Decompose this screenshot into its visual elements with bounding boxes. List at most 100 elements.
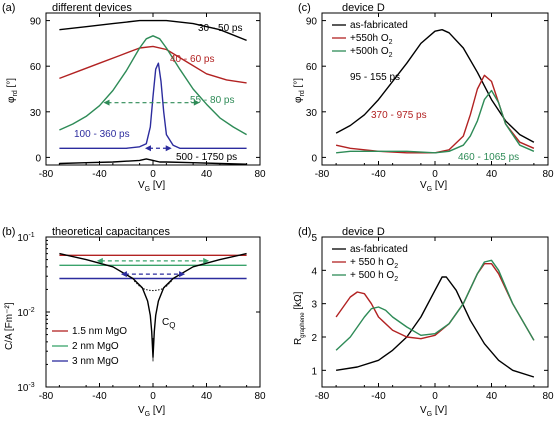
panel-a-title: different devices xyxy=(52,2,132,14)
series-line-a-3 xyxy=(59,35,247,136)
y-tick-label-c: 60 xyxy=(306,62,318,73)
y-tick-label-d: 3 xyxy=(311,300,317,311)
series-label-c3: 460 - 1065 ps xyxy=(458,152,519,163)
y-tick-label-b: 10-1 xyxy=(17,232,34,244)
series-label-a2: 40 - 60 ps xyxy=(170,54,214,65)
x-tick-label-a: 0 xyxy=(150,169,156,180)
y-tick-label-d: 1 xyxy=(311,366,317,377)
x-tick-label-a: -80 xyxy=(39,169,54,180)
series-line-d-1 xyxy=(335,276,535,378)
series-line-b-5 xyxy=(133,280,173,292)
panel-a-letter: (a) xyxy=(2,2,15,14)
series-line-a-5 xyxy=(59,158,247,165)
series-label-a4: 100 - 360 ps xyxy=(74,129,130,140)
panel-b-xlabel: VG [V] xyxy=(138,405,165,418)
arrow-head-left-a xyxy=(103,99,110,106)
panel-a: (a) different devices -80 -40 0 40 80 0 30 60 90… xyxy=(2,2,266,193)
x-tick-label-c: 40 xyxy=(486,169,498,180)
x-tick-label-d: 80 xyxy=(542,391,554,402)
x-tick-label-a: 80 xyxy=(254,169,266,180)
arrow-head-left-b xyxy=(96,257,103,264)
legend-label-b3: 3 nm MgO xyxy=(72,356,119,367)
arrow-head-left-a xyxy=(144,145,151,152)
legend-label-b1: 1.5 nm MgO xyxy=(72,326,127,337)
y-tick-label-d: 5 xyxy=(311,233,317,244)
series-label-c1: 95 - 155 ps xyxy=(350,72,400,83)
y-tick-label-d: 2 xyxy=(311,333,317,344)
series-label-a5: 500 - 1750 ps xyxy=(176,152,237,163)
x-tick-label-b: -40 xyxy=(92,391,107,402)
y-tick-label-c: 30 xyxy=(306,108,318,119)
series-line-d-2 xyxy=(335,263,535,341)
legend-label-d1: as-fabricated xyxy=(350,244,408,255)
panel-c-ylabel: φrd [°] xyxy=(293,78,306,103)
x-tick-label-a: -40 xyxy=(92,169,107,180)
panel-d-xlabel: VG [V] xyxy=(420,405,447,418)
y-tick-label-a: 30 xyxy=(30,108,42,119)
series-label-c2: 370 - 975 ps xyxy=(371,110,427,121)
x-tick-label-c: 80 xyxy=(542,169,554,180)
x-tick-label-c: -80 xyxy=(315,169,330,180)
cq-label: CQ xyxy=(162,317,175,330)
legend-label-c1: as-fabricated xyxy=(350,20,408,31)
series-line-d-3 xyxy=(335,259,535,351)
x-tick-label-c: 0 xyxy=(432,169,438,180)
arrow-head-right-b xyxy=(203,257,210,264)
y-tick-label-a: 90 xyxy=(30,17,42,28)
panel-b-ylabel: C/A [Fm⁻²] xyxy=(4,302,15,350)
panel-b-legend: 1.5 nm MgO 2 nm MgO 3 nm MgO xyxy=(52,326,127,367)
panel-d-legend: as-fabricated + 550 h O2 + 500 h O2 xyxy=(332,244,408,283)
panel-d: (d) device D -80 -40 0 40 80 1 2 3 4 5 as-fabrica… xyxy=(293,226,554,418)
series-line-a-2 xyxy=(59,45,247,84)
y-tick-label-b: 10-3 xyxy=(17,382,34,394)
series-label-a1: 30 - 50 ps xyxy=(198,23,242,34)
y-tick-label-d: 4 xyxy=(311,266,317,277)
panel-a-ylabel: φrd [°] xyxy=(6,78,19,103)
x-tick-label-a: 40 xyxy=(201,169,213,180)
arrow-head-left-b xyxy=(120,271,127,278)
x-tick-label-b: -80 xyxy=(39,391,54,402)
panel-c: (c) device D -80 -40 0 40 80 0 30 60 90 as-fabri… xyxy=(293,2,554,193)
legend-label-d3: + 500 h O2 xyxy=(350,270,398,283)
panel-d-plot: -80 -40 0 40 80 1 2 3 4 5 xyxy=(311,233,554,402)
panel-d-letter: (d) xyxy=(298,226,311,238)
series-line-a-4 xyxy=(59,62,247,150)
y-tick-label-c: 0 xyxy=(311,153,317,164)
x-tick-label-c: -40 xyxy=(371,169,386,180)
x-tick-label-b: 80 xyxy=(254,391,266,402)
arrow-head-right-b xyxy=(179,271,186,278)
x-tick-label-d: -80 xyxy=(315,391,330,402)
panel-b-plot: -80 -40 0 40 80 10-3 10-2 10-1 xyxy=(17,232,266,402)
panel-a-xlabel: VG [V] xyxy=(138,180,165,193)
panel-b: (b) theoretical capacitances -80 -40 0 40 80… xyxy=(2,226,266,418)
panel-c-letter: (c) xyxy=(298,2,311,14)
x-tick-label-d: -40 xyxy=(371,391,386,402)
series-line-a-1 xyxy=(59,19,247,42)
panel-c-title: device D xyxy=(342,2,385,14)
panel-d-title: device D xyxy=(342,226,385,238)
arrow-head-right-a xyxy=(165,145,172,152)
series-label-a3: 55 - 80 ps xyxy=(190,95,234,106)
x-tick-label-b: 0 xyxy=(150,391,156,402)
legend-label-b2: 2 nm MgO xyxy=(72,341,119,352)
legend-label-c2: +550h O2 xyxy=(350,33,393,46)
panel-b-title: theoretical capacitances xyxy=(52,226,171,238)
y-tick-label-a: 60 xyxy=(30,62,42,73)
y-tick-label-a: 0 xyxy=(35,153,41,164)
panel-b-letter: (b) xyxy=(2,226,15,238)
y-tick-label-b: 10-2 xyxy=(17,307,34,319)
arrow-head-right-a xyxy=(193,99,200,106)
panel-c-plot: -80 -40 0 40 80 0 30 60 90 xyxy=(306,13,554,180)
x-tick-label-b: 40 xyxy=(201,391,213,402)
panel-c-xlabel: VG [V] xyxy=(420,180,447,193)
series-line-c-3 xyxy=(336,89,535,154)
panel-a-plot: -80 -40 0 40 80 0 30 60 90 xyxy=(30,13,266,180)
legend-label-c3: +500h O2 xyxy=(350,46,393,59)
series-line-c-1 xyxy=(335,29,535,143)
x-tick-label-d: 0 xyxy=(432,391,438,402)
legend-label-d2: + 550 h O2 xyxy=(350,257,398,270)
x-tick-label-d: 40 xyxy=(486,391,498,402)
y-tick-label-c: 90 xyxy=(306,17,318,28)
panel-d-ylabel: Rgraphene [kΩ] xyxy=(293,291,306,345)
